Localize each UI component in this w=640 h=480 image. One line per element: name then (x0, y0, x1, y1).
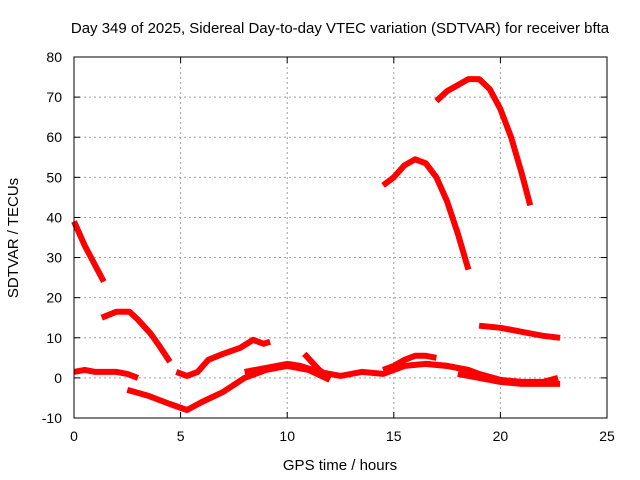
y-tick-label: 30 (46, 250, 62, 266)
y-tick-label: 0 (54, 370, 62, 386)
series-line-arc-3 (175, 336, 271, 379)
series-line-arc-1 (71, 220, 107, 284)
series-line-arc-12 (381, 156, 472, 271)
series-line-arc-10 (457, 370, 561, 387)
series-line-arc-13 (434, 76, 534, 207)
y-tick-label: 20 (46, 290, 62, 306)
series-line-arc-7 (302, 351, 332, 381)
x-tick-label: 5 (177, 428, 185, 444)
x-tick-label: 10 (279, 428, 295, 444)
y-tick-label: -10 (42, 410, 62, 426)
x-tick-label: 0 (70, 428, 78, 444)
y-axis-label: SDTVAR / TECUs (5, 178, 22, 298)
chart-title: Day 349 of 2025, Sidereal Day-to-day VTE… (71, 20, 610, 37)
y-tick-label: 50 (46, 169, 62, 185)
series-line-arc-11 (478, 322, 561, 341)
data-series (71, 76, 561, 413)
grid (74, 57, 607, 418)
x-tick-label: 25 (599, 428, 615, 444)
axes: 0 5 10 15 20 25 -10 0 10 20 30 40 50 60 70 80 (42, 49, 615, 444)
series-line-arc-2 (100, 308, 173, 364)
x-axis-label: GPS time / hours (283, 457, 397, 474)
y-tick-label: 60 (46, 129, 62, 145)
plot-frame (73, 56, 608, 419)
series-line-arc-4 (73, 366, 140, 381)
series-line-arc-5 (126, 362, 332, 413)
y-tick-label: 80 (46, 49, 62, 65)
y-tick-label: 40 (46, 209, 62, 225)
x-tick-label: 20 (493, 428, 509, 444)
y-tick-label: 70 (46, 89, 62, 105)
x-tick-label: 15 (386, 428, 402, 444)
y-tick-label: 10 (46, 330, 62, 346)
series-line-arc-8 (382, 352, 437, 373)
